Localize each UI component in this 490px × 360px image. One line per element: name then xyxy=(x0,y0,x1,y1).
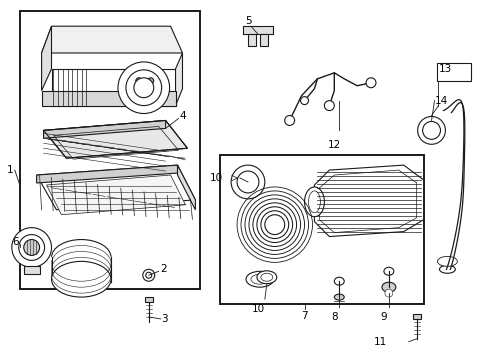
Text: 10: 10 xyxy=(251,304,265,314)
Ellipse shape xyxy=(384,267,394,275)
Ellipse shape xyxy=(334,294,344,300)
Circle shape xyxy=(237,171,259,193)
Circle shape xyxy=(134,78,154,98)
Text: 9: 9 xyxy=(381,312,387,322)
Polygon shape xyxy=(37,165,196,210)
Circle shape xyxy=(231,165,265,199)
Ellipse shape xyxy=(382,282,396,292)
Polygon shape xyxy=(175,53,182,105)
Polygon shape xyxy=(42,26,182,53)
Circle shape xyxy=(136,78,142,84)
Polygon shape xyxy=(315,165,424,237)
Bar xyxy=(437,63,471,81)
Ellipse shape xyxy=(251,274,269,284)
Circle shape xyxy=(148,78,154,84)
Bar xyxy=(145,297,153,302)
Text: 10: 10 xyxy=(210,173,223,183)
Text: 4: 4 xyxy=(179,111,186,121)
Bar xyxy=(248,34,256,46)
Circle shape xyxy=(422,121,441,139)
Text: 5: 5 xyxy=(245,16,252,26)
Circle shape xyxy=(24,239,40,255)
Text: 11: 11 xyxy=(374,337,387,347)
Text: 1: 1 xyxy=(7,165,14,175)
Polygon shape xyxy=(44,121,188,158)
Circle shape xyxy=(366,78,376,88)
Text: 6: 6 xyxy=(12,237,19,247)
Bar xyxy=(220,155,424,304)
Bar xyxy=(20,11,200,289)
Polygon shape xyxy=(443,100,465,269)
Ellipse shape xyxy=(334,277,344,285)
Circle shape xyxy=(324,100,334,111)
Circle shape xyxy=(143,269,155,281)
Polygon shape xyxy=(177,165,196,210)
Circle shape xyxy=(126,70,162,105)
Circle shape xyxy=(12,228,51,267)
Circle shape xyxy=(19,235,45,260)
Ellipse shape xyxy=(257,271,277,284)
Circle shape xyxy=(300,96,309,105)
Polygon shape xyxy=(47,175,185,215)
Text: 7: 7 xyxy=(301,311,308,321)
Text: 3: 3 xyxy=(162,314,168,324)
Bar xyxy=(24,266,40,274)
Text: 2: 2 xyxy=(161,264,167,274)
Bar xyxy=(243,26,273,34)
Polygon shape xyxy=(51,257,111,282)
Circle shape xyxy=(417,117,445,144)
Ellipse shape xyxy=(246,271,274,287)
Ellipse shape xyxy=(261,273,273,281)
Text: 14: 14 xyxy=(435,96,448,105)
Ellipse shape xyxy=(51,261,111,297)
Text: 8: 8 xyxy=(331,312,338,322)
Circle shape xyxy=(385,289,393,297)
Text: 13: 13 xyxy=(439,64,452,74)
Ellipse shape xyxy=(309,191,320,213)
Polygon shape xyxy=(42,26,51,91)
Ellipse shape xyxy=(51,239,111,275)
Circle shape xyxy=(146,272,152,278)
Circle shape xyxy=(285,116,294,125)
Polygon shape xyxy=(42,91,175,105)
Ellipse shape xyxy=(438,256,457,266)
Polygon shape xyxy=(37,165,177,183)
Polygon shape xyxy=(44,121,166,138)
Polygon shape xyxy=(51,69,175,105)
Bar xyxy=(260,34,268,46)
Circle shape xyxy=(118,62,170,113)
Ellipse shape xyxy=(305,187,324,217)
Bar xyxy=(413,314,420,319)
Text: 12: 12 xyxy=(328,140,341,150)
Ellipse shape xyxy=(440,265,455,273)
